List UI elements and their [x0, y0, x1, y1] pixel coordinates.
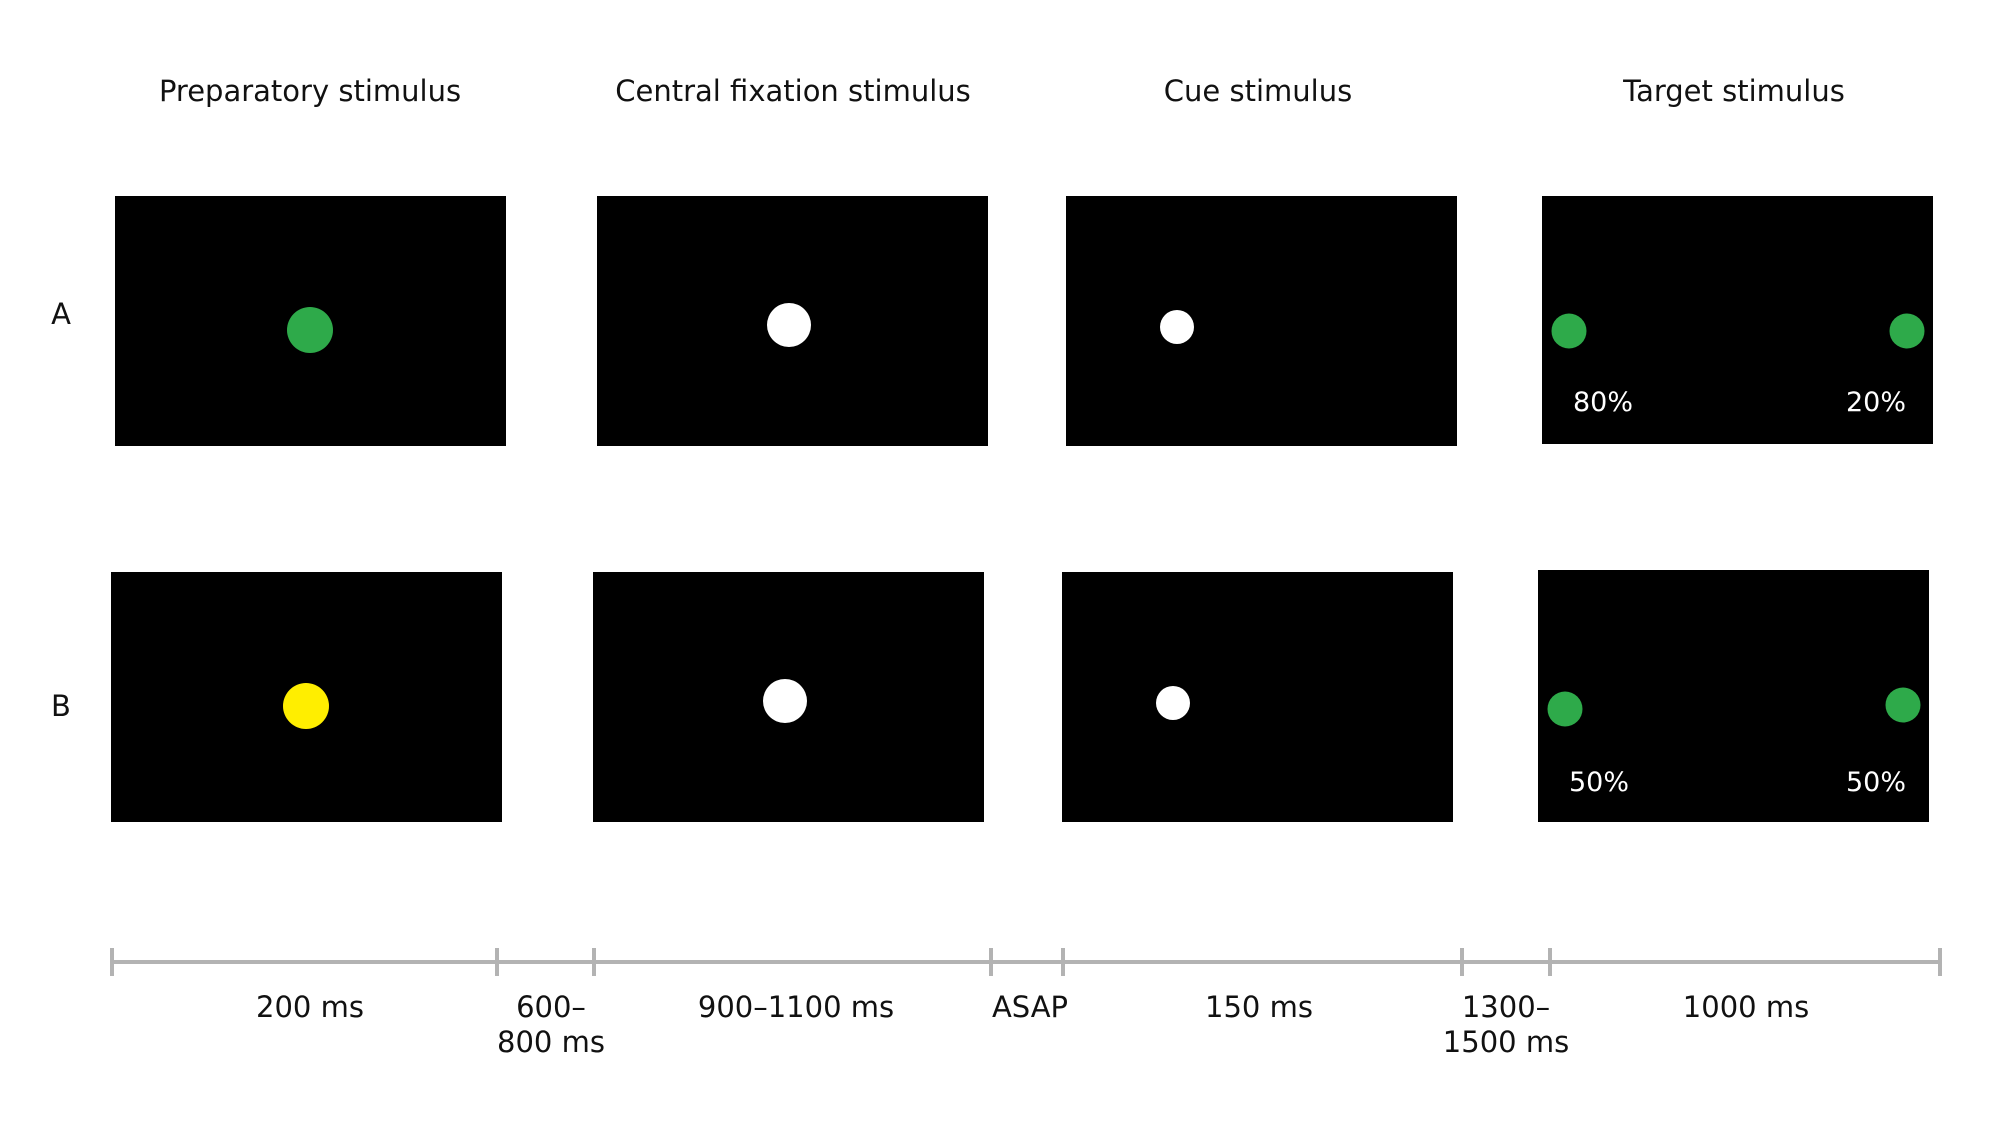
target-right-dot-a [1889, 313, 1925, 349]
cue-dot-a [1160, 310, 1194, 344]
cue-dot-b [1156, 686, 1190, 720]
screen-b-preparatory [111, 572, 502, 822]
fixation-dot-b [763, 679, 807, 723]
preparatory-dot-a [287, 307, 333, 353]
duration-target-line1: 1000 ms [1682, 990, 1810, 1024]
duration-preparatory-line1: 200 ms [256, 990, 364, 1024]
target-left-dot-a [1551, 313, 1587, 349]
duration-cue: 150 ms [1205, 990, 1313, 1025]
duration-interval-2-line2: 1500 ms [1442, 1025, 1570, 1059]
screen-a-cue [1066, 196, 1457, 446]
row-label-b: B [51, 689, 71, 723]
duration-target: 1000 ms [1683, 990, 1809, 1025]
target-right-probability-a: 20% [1845, 387, 1907, 418]
duration-interval-1-line1: 600– [516, 990, 586, 1024]
column-title-target: Target stimulus [1623, 74, 1845, 108]
screen-a-preparatory [115, 196, 506, 446]
target-right-dot-b [1885, 687, 1921, 723]
column-title-cue: Cue stimulus [1163, 74, 1353, 108]
duration-asap: ASAP [992, 990, 1068, 1025]
screen-b-cue [1062, 572, 1453, 822]
duration-interval-1: 600– 800 ms [497, 990, 605, 1060]
duration-asap-line1: ASAP [991, 990, 1069, 1024]
duration-preparatory: 200 ms [256, 990, 364, 1025]
screen-a-target: 80% 20% [1542, 196, 1933, 444]
screen-b-central-fixation [593, 572, 984, 822]
preparatory-dot-b [283, 683, 329, 729]
target-left-probability-a: 80% [1572, 387, 1634, 418]
target-left-dot-b [1547, 691, 1583, 727]
duration-central-fixation-line1: 900–1100 ms [697, 990, 895, 1024]
row-label-a: A [51, 297, 71, 331]
timeline-ticks [110, 948, 1942, 976]
target-right-probability-b: 50% [1845, 767, 1907, 798]
duration-central-fixation: 900–1100 ms [698, 990, 894, 1025]
fixation-dot-a [767, 303, 811, 347]
column-title-preparatory: Preparatory stimulus [158, 74, 462, 108]
screen-a-central-fixation [597, 196, 988, 446]
duration-interval-1-line2: 800 ms [497, 1025, 605, 1059]
duration-interval-2: 1300– 1500 ms [1443, 990, 1569, 1060]
duration-cue-line1: 150 ms [1205, 990, 1313, 1024]
target-left-probability-b: 50% [1568, 767, 1630, 798]
duration-interval-2-line1: 1300– [1461, 990, 1551, 1024]
column-title-central-fixation: Central fixation stimulus [615, 74, 971, 108]
screen-b-target: 50% 50% [1538, 570, 1929, 822]
